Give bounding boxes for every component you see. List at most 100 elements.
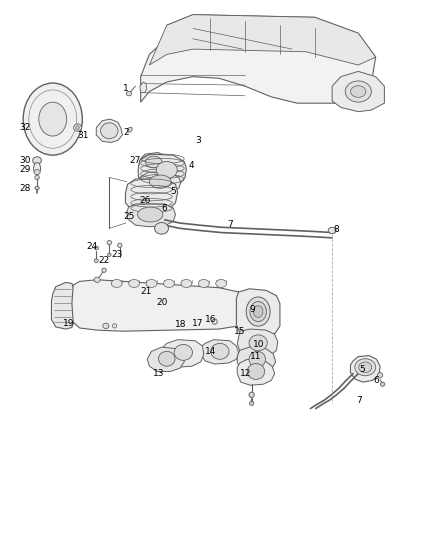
Ellipse shape — [34, 169, 40, 175]
Ellipse shape — [381, 382, 385, 386]
Text: 14: 14 — [205, 347, 216, 356]
Ellipse shape — [117, 243, 122, 247]
Polygon shape — [149, 14, 376, 65]
Text: 25: 25 — [123, 212, 134, 221]
Text: 30: 30 — [20, 156, 31, 165]
Text: 12: 12 — [240, 369, 251, 378]
Polygon shape — [350, 356, 380, 382]
Ellipse shape — [34, 163, 41, 174]
Ellipse shape — [250, 302, 266, 321]
Ellipse shape — [35, 187, 39, 190]
Ellipse shape — [250, 401, 254, 406]
Polygon shape — [127, 204, 176, 227]
Ellipse shape — [211, 343, 229, 359]
Text: 11: 11 — [250, 352, 261, 361]
Ellipse shape — [138, 207, 163, 222]
Polygon shape — [51, 282, 74, 329]
Text: 7: 7 — [228, 220, 233, 229]
Ellipse shape — [103, 323, 109, 328]
Text: 4: 4 — [188, 161, 194, 170]
Text: 18: 18 — [175, 320, 186, 329]
Ellipse shape — [359, 362, 372, 373]
Ellipse shape — [249, 392, 254, 398]
Ellipse shape — [127, 127, 132, 132]
Circle shape — [23, 83, 82, 155]
Ellipse shape — [156, 161, 177, 179]
Text: 22: 22 — [98, 256, 109, 265]
Text: 20: 20 — [156, 298, 167, 307]
Polygon shape — [237, 289, 280, 336]
Text: 26: 26 — [140, 196, 151, 205]
Polygon shape — [125, 179, 178, 215]
Text: 31: 31 — [78, 131, 89, 140]
Polygon shape — [201, 340, 239, 364]
Text: 19: 19 — [63, 319, 75, 328]
Polygon shape — [162, 340, 204, 367]
Ellipse shape — [155, 222, 169, 234]
Ellipse shape — [76, 126, 79, 130]
Ellipse shape — [33, 157, 42, 164]
Text: 15: 15 — [234, 327, 246, 336]
Circle shape — [39, 102, 67, 136]
Ellipse shape — [74, 124, 81, 131]
Polygon shape — [332, 71, 385, 112]
Polygon shape — [237, 329, 278, 358]
Text: 3: 3 — [195, 136, 201, 145]
Ellipse shape — [35, 175, 39, 180]
Ellipse shape — [181, 279, 192, 287]
Polygon shape — [141, 14, 376, 103]
Polygon shape — [138, 172, 181, 192]
Ellipse shape — [328, 227, 336, 233]
Ellipse shape — [126, 92, 131, 96]
Text: 9: 9 — [250, 305, 255, 314]
Polygon shape — [237, 359, 275, 385]
Ellipse shape — [111, 279, 122, 287]
Text: 28: 28 — [20, 183, 31, 192]
Ellipse shape — [247, 364, 265, 379]
Text: 32: 32 — [20, 123, 31, 132]
Ellipse shape — [159, 351, 175, 366]
Text: 21: 21 — [141, 287, 152, 296]
Ellipse shape — [246, 297, 270, 326]
Text: 5: 5 — [359, 366, 365, 374]
Polygon shape — [72, 280, 251, 331]
Polygon shape — [138, 154, 186, 186]
Text: 5: 5 — [170, 187, 176, 196]
Polygon shape — [96, 119, 122, 142]
Ellipse shape — [249, 335, 267, 351]
Text: 23: 23 — [111, 251, 123, 260]
Text: 2: 2 — [123, 128, 129, 138]
Text: 7: 7 — [356, 395, 362, 405]
Text: 24: 24 — [86, 242, 98, 251]
Ellipse shape — [108, 253, 111, 256]
Ellipse shape — [94, 246, 99, 250]
Polygon shape — [139, 152, 168, 171]
Text: 29: 29 — [20, 166, 31, 174]
Text: 6: 6 — [162, 204, 167, 213]
Ellipse shape — [129, 279, 140, 287]
Ellipse shape — [163, 279, 174, 287]
Ellipse shape — [101, 123, 118, 139]
Ellipse shape — [145, 156, 162, 168]
Ellipse shape — [253, 306, 263, 317]
Text: 13: 13 — [153, 369, 164, 378]
Ellipse shape — [198, 279, 209, 287]
Polygon shape — [147, 347, 184, 372]
Polygon shape — [237, 347, 276, 373]
Ellipse shape — [355, 359, 376, 376]
Ellipse shape — [149, 175, 171, 188]
Ellipse shape — [378, 373, 383, 378]
Ellipse shape — [94, 277, 100, 282]
Ellipse shape — [249, 351, 265, 367]
Text: 6: 6 — [374, 376, 379, 385]
Ellipse shape — [174, 344, 192, 360]
Ellipse shape — [345, 81, 371, 102]
Ellipse shape — [102, 268, 106, 272]
Ellipse shape — [216, 279, 226, 287]
Text: 1: 1 — [123, 84, 129, 93]
Ellipse shape — [107, 240, 112, 245]
Polygon shape — [140, 82, 147, 93]
Text: 17: 17 — [192, 319, 204, 328]
Ellipse shape — [146, 279, 157, 287]
Text: 8: 8 — [333, 225, 339, 234]
